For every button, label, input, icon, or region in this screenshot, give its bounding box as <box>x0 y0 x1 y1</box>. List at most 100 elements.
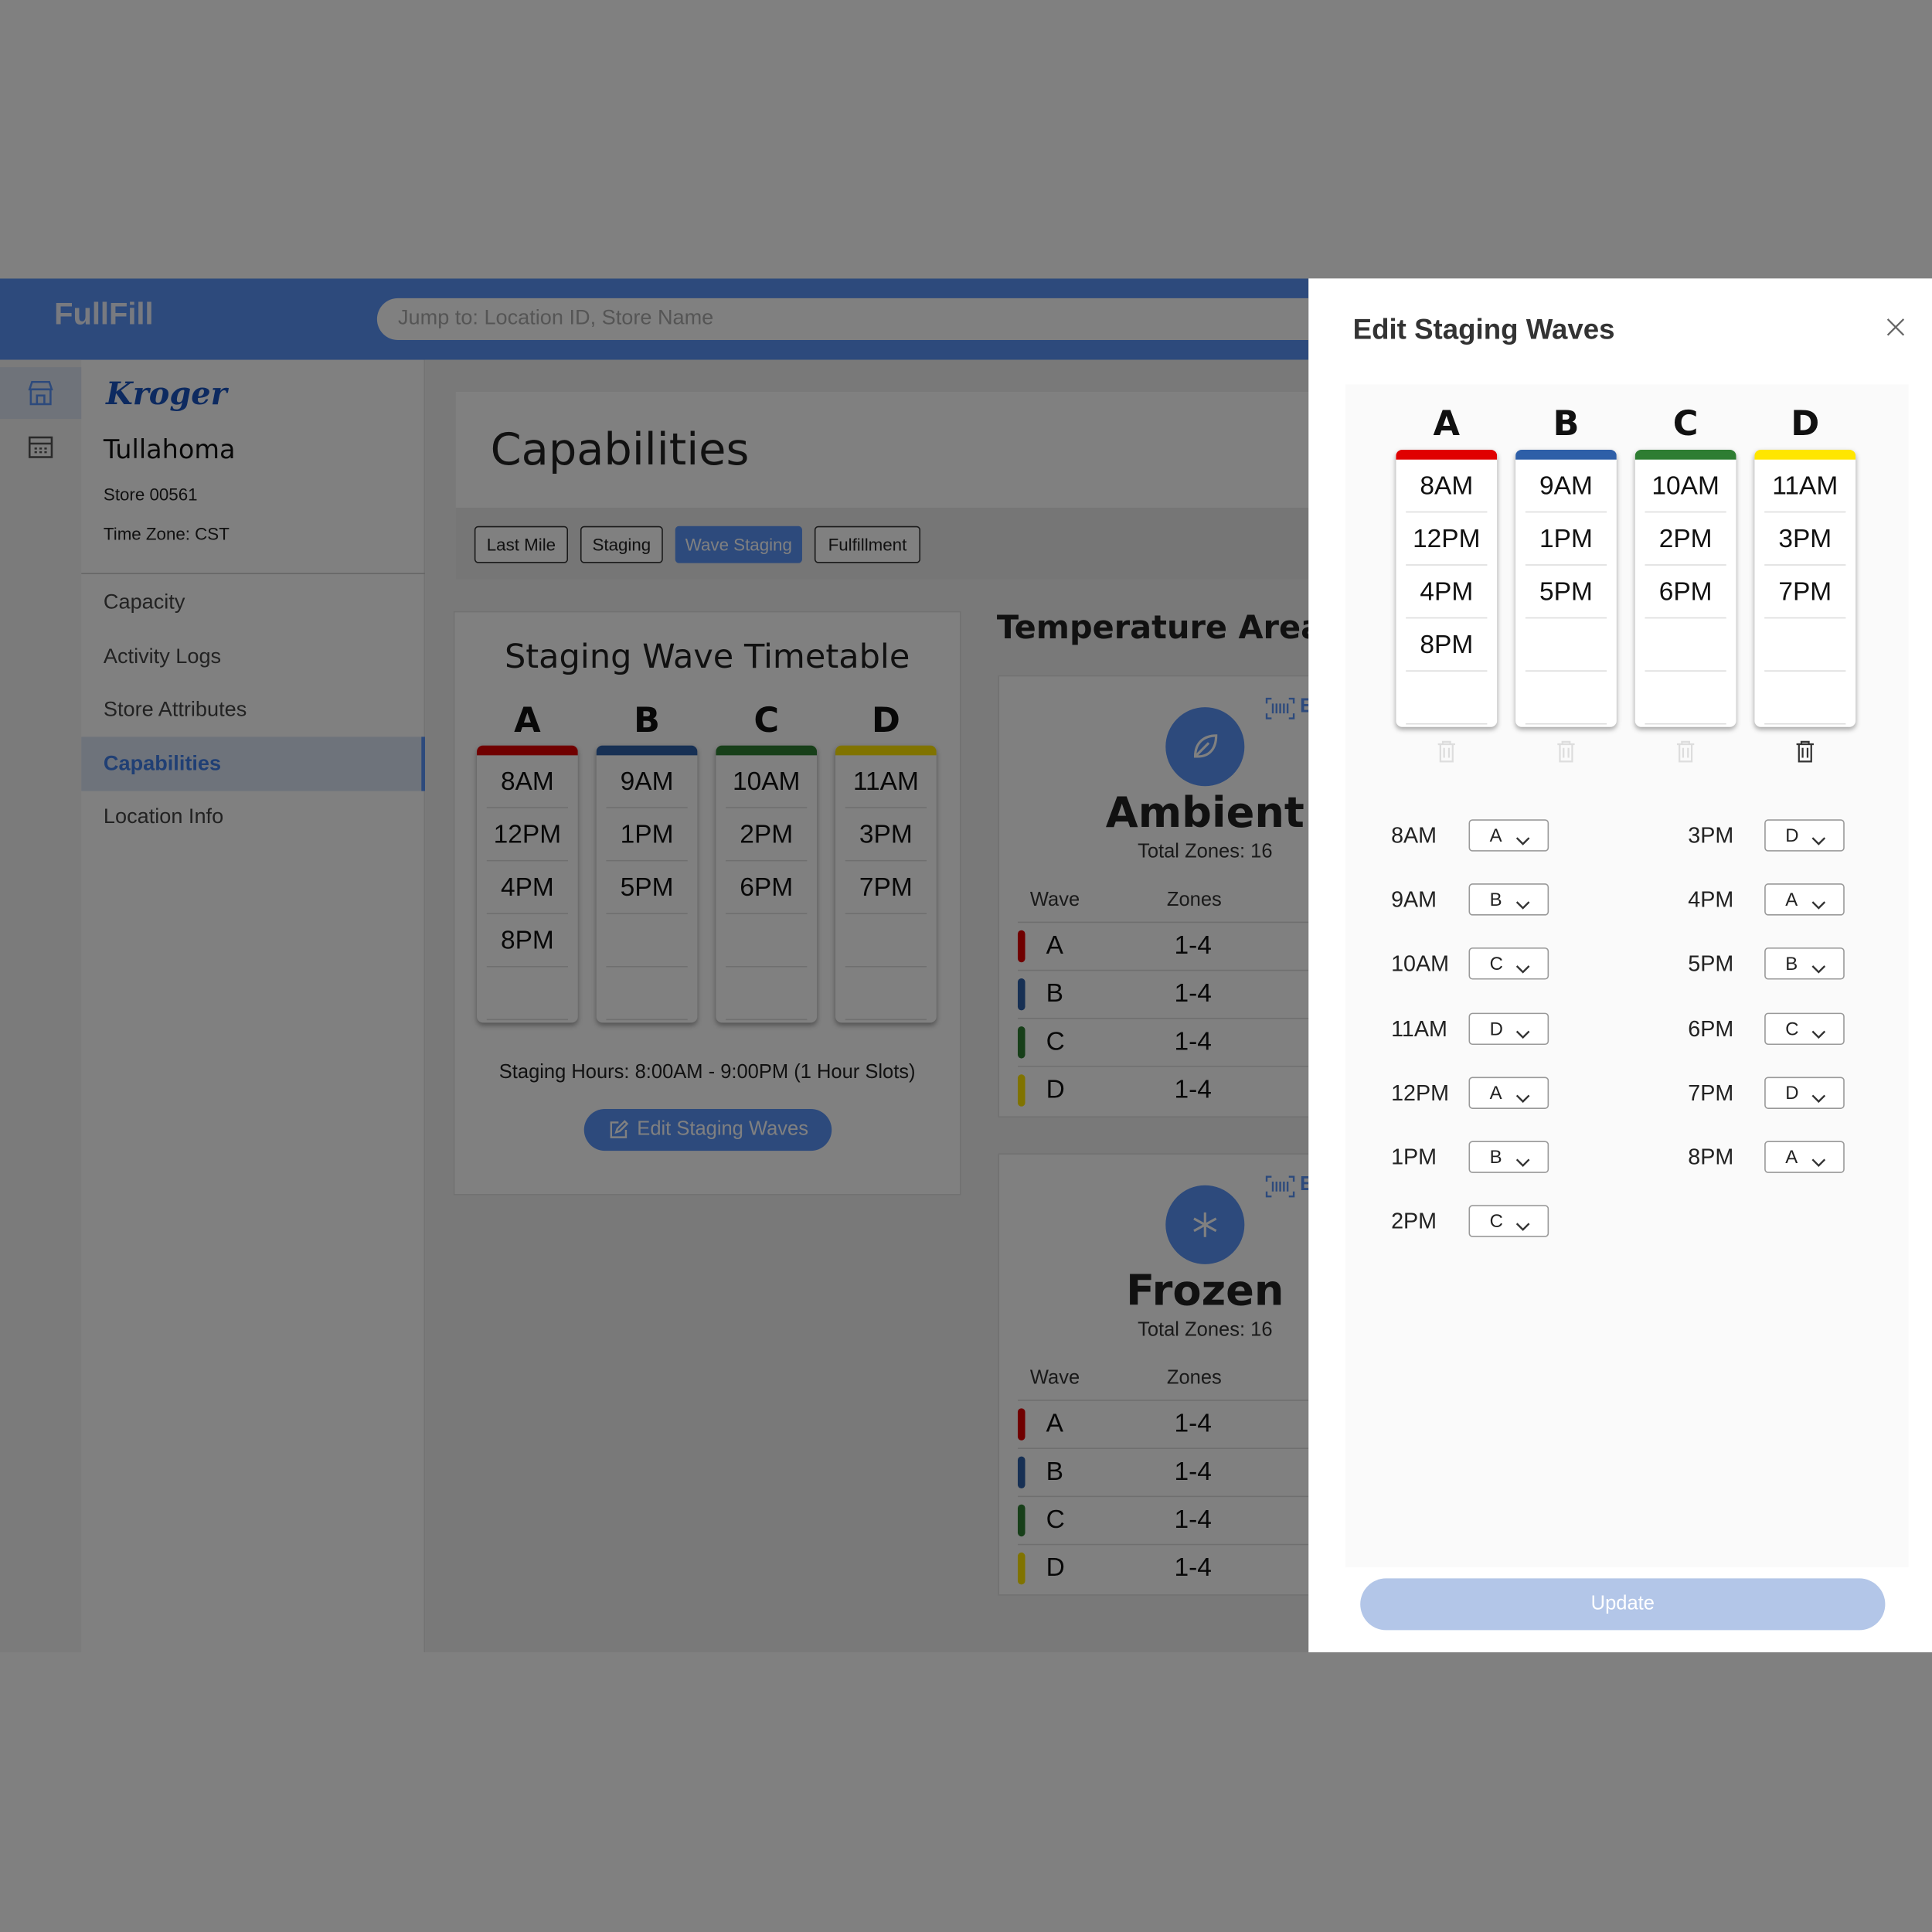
nav-item[interactable]: Capabilities <box>103 750 222 775</box>
scan-icon-svg <box>1265 1175 1295 1198</box>
delete-wave[interactable] <box>1795 740 1815 763</box>
wave-time: 10AM <box>732 767 801 796</box>
wave-time: 12PM <box>493 820 562 849</box>
chevron <box>1515 895 1530 910</box>
edit-link[interactable]: E <box>1300 696 1308 719</box>
row-wave: D <box>1046 1553 1065 1583</box>
slot-divider <box>606 807 688 808</box>
wave-letter: D <box>1791 403 1820 444</box>
page-title: Capabilities <box>490 425 750 476</box>
wave-letter: C <box>1672 403 1699 444</box>
tab[interactable]: Last Mile <box>474 526 569 563</box>
wave-select[interactable]: C <box>1764 1012 1845 1045</box>
slot-divider <box>1406 564 1488 566</box>
sidebar-border <box>423 359 426 1653</box>
slot-divider <box>1525 617 1607 619</box>
slot-time: 3PM <box>1688 823 1734 848</box>
wave-letter: D <box>871 699 900 741</box>
wave-time: 8PM <box>500 926 554 955</box>
update-button[interactable]: Update <box>1360 1578 1886 1631</box>
chevron <box>1811 1152 1826 1167</box>
slot-divider <box>486 966 569 968</box>
wave-indicator <box>1017 1504 1026 1537</box>
slot-divider <box>726 966 808 968</box>
area-total: Total Zones: 16 <box>1138 1319 1273 1341</box>
nav-item[interactable]: Activity Logs <box>103 644 222 668</box>
row-zones: 1-4 <box>1174 1409 1212 1438</box>
wave-select[interactable]: C <box>1468 1205 1549 1238</box>
wave-time: 4PM <box>1420 577 1474 607</box>
chevron <box>1811 959 1826 975</box>
wave-select[interactable]: A <box>1764 883 1845 916</box>
slot-divider <box>845 859 927 862</box>
slot-time: 5PM <box>1688 951 1734 977</box>
chevron <box>1515 1088 1530 1103</box>
wave-select[interactable]: D <box>1468 1012 1549 1045</box>
area-icon-svg <box>1193 734 1218 758</box>
wave-column: 10AM 2PM 6PM <box>1634 449 1736 727</box>
store-icon <box>27 379 54 406</box>
slot-divider <box>1406 511 1488 513</box>
row-zones: 1-4 <box>1174 1553 1212 1583</box>
slot-time: 12PM <box>1391 1080 1450 1105</box>
wave-time: 11AM <box>1772 471 1838 501</box>
wave-indicator <box>1017 930 1026 963</box>
nav-item[interactable]: Location Info <box>103 804 224 828</box>
nav-item[interactable]: Capacity <box>103 590 185 614</box>
wave-select-value: C <box>1489 1211 1503 1233</box>
wave-select-value: D <box>1489 1018 1503 1040</box>
chevron-svg <box>1515 965 1530 975</box>
row-zones: 1-4 <box>1174 1505 1212 1535</box>
chevron-svg <box>1811 1030 1826 1039</box>
wave-select[interactable]: A <box>1764 1141 1845 1173</box>
wave-time: 9AM <box>1539 471 1593 501</box>
wave-select[interactable]: B <box>1764 947 1845 981</box>
slot-divider <box>606 1019 688 1021</box>
slot-divider <box>486 807 569 808</box>
slot-divider <box>726 913 808 915</box>
edit-waves-button[interactable] <box>583 1108 832 1151</box>
wave-select[interactable]: D <box>1764 1077 1845 1109</box>
wave-select[interactable]: A <box>1468 819 1549 852</box>
column-header: Wave <box>1029 889 1080 911</box>
wave-time: 5PM <box>1539 577 1593 607</box>
time-zone: Time Zone: CST <box>103 523 230 544</box>
edit-link[interactable]: E <box>1300 1174 1308 1196</box>
wave-color-bar <box>1754 449 1856 460</box>
slot-time: 7PM <box>1688 1080 1734 1105</box>
slot-divider <box>1645 723 1726 725</box>
slot-time: 10AM <box>1391 951 1450 977</box>
wave-select[interactable]: B <box>1468 883 1549 916</box>
wave-select[interactable]: D <box>1764 819 1845 852</box>
wave-select[interactable]: C <box>1468 947 1549 981</box>
slot-divider <box>1645 670 1726 672</box>
wave-select[interactable]: A <box>1468 1077 1549 1109</box>
tab[interactable]: Wave Staging <box>675 526 802 563</box>
header-divider <box>1017 1400 1309 1401</box>
search-box[interactable] <box>376 298 1309 341</box>
slot-divider <box>726 807 808 808</box>
slot-divider <box>1764 617 1846 619</box>
chevron-svg <box>1515 1158 1530 1167</box>
chevron-svg <box>1811 901 1826 910</box>
slot-divider <box>845 1019 927 1021</box>
row-divider <box>1017 1066 1309 1067</box>
rail-selected[interactable] <box>0 367 82 420</box>
tab[interactable]: Fulfillment <box>814 526 921 563</box>
slot-divider <box>1764 670 1846 672</box>
delete-wave <box>1675 740 1696 763</box>
wave-select[interactable]: B <box>1468 1141 1549 1173</box>
wave-select-value: A <box>1785 1147 1798 1168</box>
slot-divider <box>486 913 569 915</box>
chevron-svg <box>1811 837 1826 845</box>
nav-item[interactable]: Store Attributes <box>103 697 247 721</box>
tab[interactable]: Staging <box>580 526 663 563</box>
wave-time: 11AM <box>852 767 919 796</box>
wave-indicator <box>1017 978 1026 1011</box>
close-button[interactable] <box>1886 318 1905 336</box>
column-header: Zones <box>1166 889 1222 911</box>
wave-column: 9AM 1PM 5PM <box>596 745 698 1023</box>
wave-time: 5PM <box>620 873 674 903</box>
slot-divider <box>1645 511 1726 513</box>
